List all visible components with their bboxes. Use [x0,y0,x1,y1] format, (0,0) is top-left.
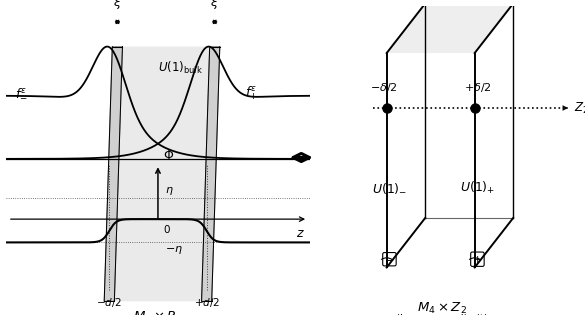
Polygon shape [202,47,220,301]
Text: $-d/2$: $-d/2$ [97,296,122,309]
Polygon shape [104,47,122,301]
Text: $z$: $z$ [296,227,305,240]
Text: $+$: $+$ [472,254,483,265]
Text: $U(1)_{\mathrm{bulk}}$: $U(1)_{\mathrm{bulk}}$ [158,60,202,76]
Text: $U(1)_{+}$: $U(1)_{+}$ [460,180,495,196]
Text: $\eta$: $\eta$ [165,185,174,197]
Text: $f_{+}^{\varepsilon}$: $f_{+}^{\varepsilon}$ [245,84,257,102]
Polygon shape [387,3,513,53]
Text: $\Phi$: $\Phi$ [163,149,174,162]
Text: $\xi$: $\xi$ [113,0,122,11]
Text: (low energy limit): (low energy limit) [395,314,488,315]
Text: $-\eta$: $-\eta$ [165,244,183,256]
Text: $Z_2$: $Z_2$ [574,100,585,116]
Text: $U(1)_{-}$: $U(1)_{-}$ [371,181,407,195]
Text: $\xi$: $\xi$ [210,0,219,11]
Text: $f_{-}^{\varepsilon}$: $f_{-}^{\varepsilon}$ [15,87,27,100]
Polygon shape [114,47,209,301]
Text: $M_4 \times R_1$: $M_4 \times R_1$ [133,310,183,315]
Text: $-$: $-$ [384,254,394,264]
Text: $0$: $0$ [163,223,171,235]
Text: $M_4 \times Z_2$: $M_4 \times Z_2$ [417,301,467,315]
Text: $+\delta/2$: $+\delta/2$ [464,81,491,94]
Text: $-\delta/2$: $-\delta/2$ [370,81,398,94]
Text: $+d/2$: $+d/2$ [194,296,219,309]
